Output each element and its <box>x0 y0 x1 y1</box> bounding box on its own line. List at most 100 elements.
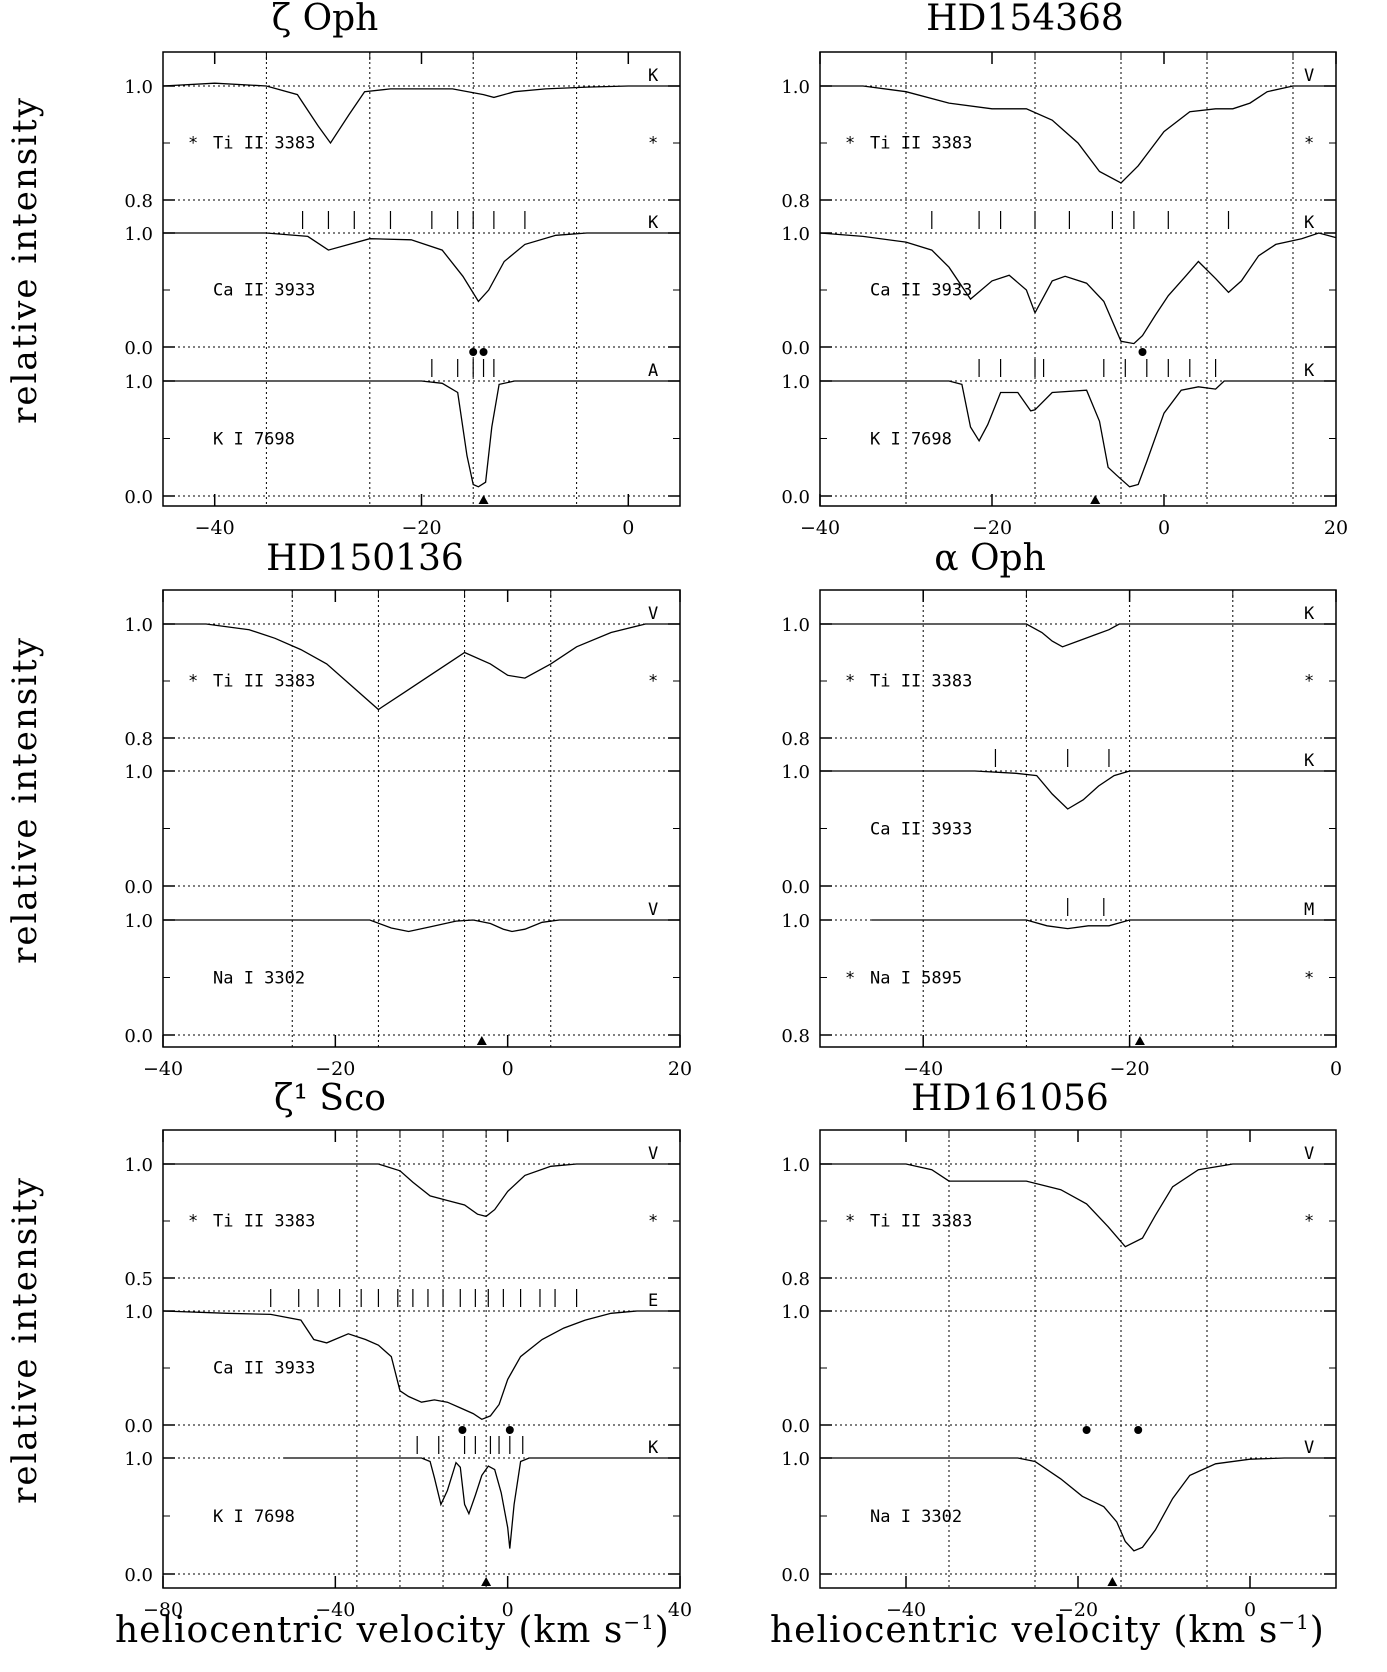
spectrum-line <box>283 1457 680 1549</box>
x-tick-label: −40 <box>903 1058 943 1080</box>
y-tick-label: 1.0 <box>124 911 153 932</box>
velocity-dot <box>1138 348 1147 356</box>
asterisk-right: * <box>1304 672 1314 692</box>
velocity-dot <box>479 348 488 356</box>
spectrum-panel-2: 1.0 0.0 Ca II 3933 K <box>781 749 1336 898</box>
x-tick-label: 0 <box>1244 1599 1256 1621</box>
chart-6: HD161056 −40 −20 0 1.0 0.8 Ti II 3383 * * V 1.0 0.0… <box>781 1078 1337 1621</box>
y-tick-label: 1.0 <box>124 224 153 245</box>
spectrum-line <box>871 919 1336 930</box>
y-axis-label-row-1: relative intensity <box>0 20 50 500</box>
velocity-dot <box>1082 1426 1091 1434</box>
velocity-marker-triangle <box>1107 1577 1118 1586</box>
source-code: V <box>1304 1144 1314 1164</box>
x-tick-label: 20 <box>1324 517 1348 539</box>
spectrum-panel-1: 1.0 0.8 Ti II 3383 * * V <box>124 604 680 750</box>
source-code: E <box>648 1291 658 1311</box>
spectrum-line <box>163 1163 680 1218</box>
source-code: A <box>648 361 658 381</box>
source-code: M <box>1304 900 1314 920</box>
y-tick-label: 1.0 <box>781 77 810 98</box>
spectrum-line <box>820 380 1336 488</box>
chart-title: ζ¹ Sco <box>274 1078 386 1119</box>
y-axis-label-row-2: relative intensity <box>0 560 50 1040</box>
asterisk-left: * <box>845 1212 855 1232</box>
source-code: V <box>1304 66 1314 86</box>
spectrum-panel-1: 1.0 0.5 Ti II 3383 * * V <box>124 1144 680 1290</box>
line-label: Ti II 3383 <box>213 134 315 154</box>
velocity-marker-triangle <box>481 1577 492 1586</box>
y-axis-label: relative intensity <box>5 1176 45 1504</box>
y-tick-label: 0.8 <box>124 191 153 212</box>
spectrum-line <box>163 380 680 488</box>
spectrum-line <box>820 85 1336 184</box>
x-tick-label: −40 <box>800 517 840 539</box>
chart-2: HD154368 −40 −20 0 20 1.0 0.8 Ti II 3383 * * V 1.0 0… <box>781 0 1348 539</box>
velocity-marker-triangle <box>1134 1036 1145 1045</box>
source-code: K <box>648 213 659 233</box>
chart-title: HD150136 <box>266 538 464 579</box>
y-tick-label: 0.0 <box>781 1565 810 1586</box>
line-label: Ca II 3933 <box>870 281 972 301</box>
spectrum-panel-3: 1.0 0.0 Na I 3302 V <box>124 900 680 1047</box>
y-tick-label: 0.0 <box>124 1565 153 1586</box>
y-tick-label: 0.8 <box>781 729 810 750</box>
chart-title: HD154368 <box>926 0 1124 39</box>
velocity-marker-triangle <box>476 1036 487 1045</box>
y-tick-label: 0.0 <box>124 877 153 898</box>
y-tick-label: 1.0 <box>124 1449 153 1470</box>
y-tick-label: 1.0 <box>781 762 810 783</box>
asterisk-left: * <box>845 134 855 154</box>
spectrum-line <box>820 1457 1336 1552</box>
spectrum-line <box>162 1310 680 1421</box>
y-tick-label: 0.5 <box>124 1269 153 1290</box>
spectrum-line <box>820 623 1336 648</box>
y-tick-label: 0.0 <box>781 487 810 508</box>
spectrum-line <box>163 232 680 303</box>
source-code: K <box>648 66 659 86</box>
line-label: Ca II 3933 <box>213 281 315 301</box>
y-tick-label: 0.0 <box>124 338 153 359</box>
x-tick-label: 0 <box>1330 1058 1342 1080</box>
x-tick-label: 40 <box>668 1599 692 1621</box>
y-tick-label: 1.0 <box>124 762 153 783</box>
y-tick-label: 1.0 <box>781 615 810 636</box>
y-tick-label: 0.0 <box>781 1416 810 1437</box>
line-label: Na I 3302 <box>213 968 305 988</box>
line-label: Ti II 3383 <box>870 672 972 692</box>
y-tick-label: 1.0 <box>781 911 810 932</box>
x-tick-label: 0 <box>1158 517 1170 539</box>
x-tick-label: −20 <box>315 1058 355 1080</box>
y-tick-label: 1.0 <box>124 615 153 636</box>
plot-frame <box>162 1129 681 1589</box>
x-tick-label: 0 <box>622 517 634 539</box>
y-tick-label: 0.8 <box>781 1026 810 1047</box>
asterisk-left: * <box>845 672 855 692</box>
x-tick-label: 0 <box>502 1599 514 1621</box>
spectrum-panel-2: 1.0 0.0 <box>781 1302 1336 1437</box>
asterisk-right: * <box>648 672 658 692</box>
y-tick-label: 0.8 <box>781 191 810 212</box>
x-tick-label: −40 <box>195 517 235 539</box>
chart-4: α Oph −40 −20 0 1.0 0.8 Ti II 3383 * * K 1.0 0.0 Ca … <box>781 538 1342 1080</box>
spectrum-panel-3: 1.0 0.0 Na I 3302 V <box>781 1438 1336 1586</box>
plot-frame <box>162 589 681 1048</box>
spectrum-line <box>162 82 680 145</box>
source-code: K <box>648 1438 659 1458</box>
x-tick-label: −80 <box>143 1599 183 1621</box>
spectrum-panel-1: 1.0 0.8 Ti II 3383 * * K <box>124 66 680 212</box>
line-label: Ca II 3933 <box>213 1359 315 1379</box>
line-label: Ti II 3383 <box>870 134 972 154</box>
asterisk-right: * <box>1304 968 1314 988</box>
y-tick-label: 1.0 <box>781 1302 810 1323</box>
spectrum-panel-2: 1.0 0.0 Ca II 3933 K <box>124 211 680 359</box>
source-code: V <box>648 900 658 920</box>
asterisk-right: * <box>1304 1212 1314 1232</box>
asterisk-right: * <box>648 134 658 154</box>
spectrum-panel-3: 1.0 0.0 K I 7698 K <box>781 359 1336 508</box>
x-tick-label: −20 <box>1058 1599 1098 1621</box>
spectrum-panel-1: 1.0 0.8 Ti II 3383 * * K <box>781 604 1336 750</box>
source-code: K <box>1304 604 1315 624</box>
y-axis-label: relative intensity <box>5 636 45 964</box>
